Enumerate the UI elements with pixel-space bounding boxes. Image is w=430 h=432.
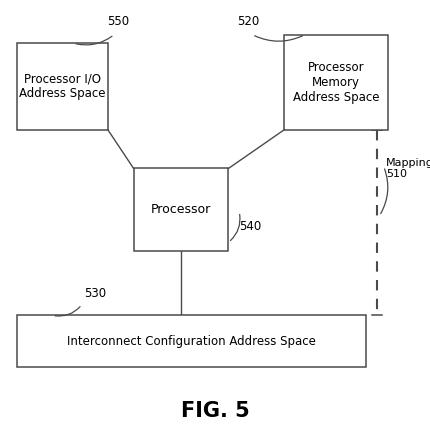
Bar: [133, 168, 228, 251]
Text: 530: 530: [84, 287, 106, 300]
Text: Mapping
510: Mapping 510: [385, 158, 430, 179]
Text: Processor
Memory
Address Space: Processor Memory Address Space: [292, 60, 378, 104]
Text: FIG. 5: FIG. 5: [181, 401, 249, 421]
Text: Interconnect Configuration Address Space: Interconnect Configuration Address Space: [67, 335, 316, 348]
Bar: [17, 315, 365, 367]
Text: Processor I/O
Address Space: Processor I/O Address Space: [19, 73, 105, 100]
Bar: [284, 35, 387, 130]
Bar: [17, 43, 108, 130]
Text: Processor: Processor: [150, 203, 211, 216]
Text: 540: 540: [239, 220, 261, 233]
Text: 550: 550: [107, 15, 129, 28]
Text: 520: 520: [236, 15, 258, 28]
